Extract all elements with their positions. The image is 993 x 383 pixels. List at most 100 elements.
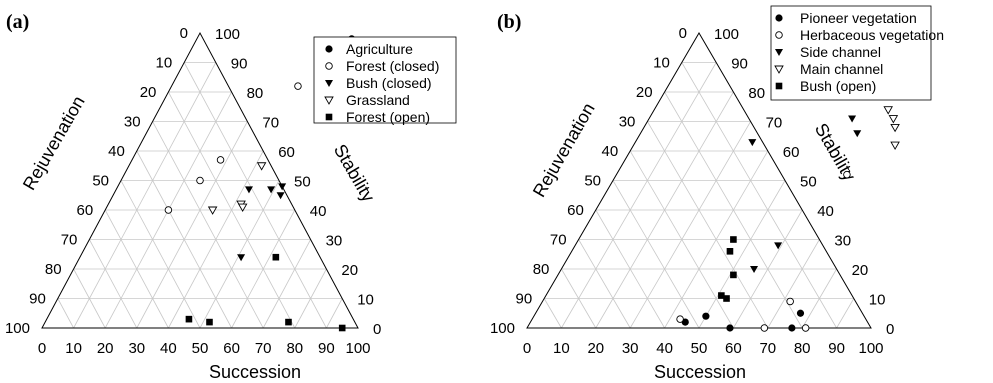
grid-line [152, 121, 264, 329]
data-point-side-channel [848, 115, 857, 123]
tick-label-rejuvenation: 0 [180, 25, 188, 42]
legend-marker [774, 65, 784, 74]
tick-label-stability: 0 [373, 321, 381, 338]
grid-line [836, 298, 855, 329]
tick-label-stability: 10 [357, 292, 374, 309]
tick-label-stability: 10 [869, 292, 886, 309]
grid-line [168, 91, 296, 329]
axis-title-succession-b: Succession [654, 362, 746, 382]
tick-label-succession: 60 [725, 340, 742, 357]
tick-label-succession: 90 [318, 340, 335, 357]
data-point-herbaceous-vegetation [801, 324, 810, 332]
data-point-herbaceous-vegetation [676, 315, 684, 323]
data-point-main-channel [888, 115, 899, 124]
legend-label: Forest (open) [346, 109, 430, 125]
legend-marker [325, 45, 333, 53]
legend-marker [775, 49, 783, 56]
grid-line [73, 268, 106, 329]
legend-marker [325, 113, 333, 121]
grid-line [629, 121, 751, 329]
legend-marker [775, 14, 783, 22]
legend-label: Forest (closed) [346, 58, 439, 74]
grid-line [595, 209, 665, 329]
tick-label-rejuvenation: 50 [92, 173, 109, 190]
tick-label-rejuvenation: 60 [77, 202, 94, 219]
tick-label-rejuvenation: 50 [584, 173, 601, 190]
tick-label-succession: 10 [65, 340, 82, 357]
triangle-frame-a [41, 31, 359, 329]
tick-label-rejuvenation: 80 [533, 261, 550, 278]
data-point-forest-open [272, 253, 280, 261]
grid-line [681, 62, 837, 329]
tick-label-stability: 60 [278, 144, 295, 161]
tick-label-stability: 100 [215, 26, 240, 43]
grid-line [89, 239, 138, 329]
data-point-side-channel [853, 130, 862, 138]
tick-label-stability: 60 [783, 144, 800, 161]
legend-label: Agriculture [346, 41, 413, 57]
legend-label: Grassland [346, 92, 410, 108]
tick-label-rejuvenation: 0 [679, 25, 687, 42]
tick-label-stability: 100 [714, 26, 739, 43]
legend-label: Herbaceous vegetation [800, 27, 944, 43]
grid-line [612, 180, 700, 329]
data-point-pioneer-vegetation [702, 312, 710, 320]
tick-labels-a: 0 10 20 30 40 50 60 70 80 90 100010203040506070809… [5, 25, 381, 357]
tick-label-rejuvenation: 70 [550, 232, 567, 249]
data-point-grassland [237, 203, 248, 212]
legend-label: Side channel [800, 44, 881, 60]
tick-label-rejuvenation: 100 [490, 320, 515, 337]
legend-label: Pioneer vegetation [800, 10, 917, 26]
tick-label-rejuvenation: 100 [5, 320, 30, 337]
panel-label-a: (a) [6, 11, 29, 33]
tick-label-stability: 70 [262, 115, 279, 132]
grid-line [647, 121, 769, 329]
tick-label-rejuvenation: 10 [653, 55, 670, 72]
data-point-herbaceous-vegetation [760, 324, 769, 332]
legend-marker [325, 80, 333, 87]
data-point-forest-open [206, 318, 213, 326]
data-point-bush-closed [237, 254, 246, 262]
grid-line [104, 209, 169, 329]
data-point-bush-closed [278, 183, 287, 191]
tick-label-rejuvenation: 90 [516, 291, 533, 308]
axis-title-rejuvenation-a: Rejuvenation [19, 92, 89, 193]
tick-labels-b: 0 10 20 30 40 50 60 70 80 90 100010203040506070809… [490, 25, 894, 357]
legend-marker [775, 31, 783, 39]
legend-marker [325, 62, 333, 70]
grid-line [57, 298, 74, 329]
legend-label: Bush (closed) [346, 75, 432, 91]
data-point-forest-open [338, 324, 346, 332]
grid-line [73, 62, 217, 329]
grid-line [629, 150, 734, 329]
data-point-bush-closed [244, 186, 253, 194]
data-point-forest-closed [294, 82, 302, 90]
data-point-pioneer-vegetation [788, 324, 796, 332]
tick-label-succession: 100 [858, 340, 883, 357]
grid-line [120, 180, 201, 329]
tick-label-stability: 30 [834, 233, 851, 250]
tick-label-stability: 40 [817, 203, 834, 220]
data-point-side-channel [774, 242, 783, 250]
tick-label-succession: 60 [223, 340, 240, 357]
legend-marker [775, 82, 783, 90]
data-point-forest-closed [196, 176, 204, 185]
tick-label-stability: 80 [247, 85, 264, 102]
tick-label-rejuvenation: 40 [108, 143, 125, 160]
grid-line [543, 298, 562, 329]
legend-label: Bush (open) [800, 78, 876, 94]
ternary-panel-a: (a) 0 10 20 30 40 50 60 70 80 90 10001020304050607… [5, 11, 457, 382]
tick-label-rejuvenation: 30 [619, 114, 636, 131]
axis-title-stability-b: Stability [811, 120, 860, 185]
data-point-main-channel [890, 141, 900, 151]
tick-label-rejuvenation: 90 [29, 291, 46, 308]
tick-label-succession: 70 [255, 340, 272, 357]
data-point-bush-closed [276, 192, 285, 200]
tick-label-succession: 20 [97, 340, 114, 357]
data-point-pioneer-vegetation [796, 309, 805, 317]
data-point-side-channel [748, 139, 757, 147]
grid-lines-b [543, 62, 855, 329]
